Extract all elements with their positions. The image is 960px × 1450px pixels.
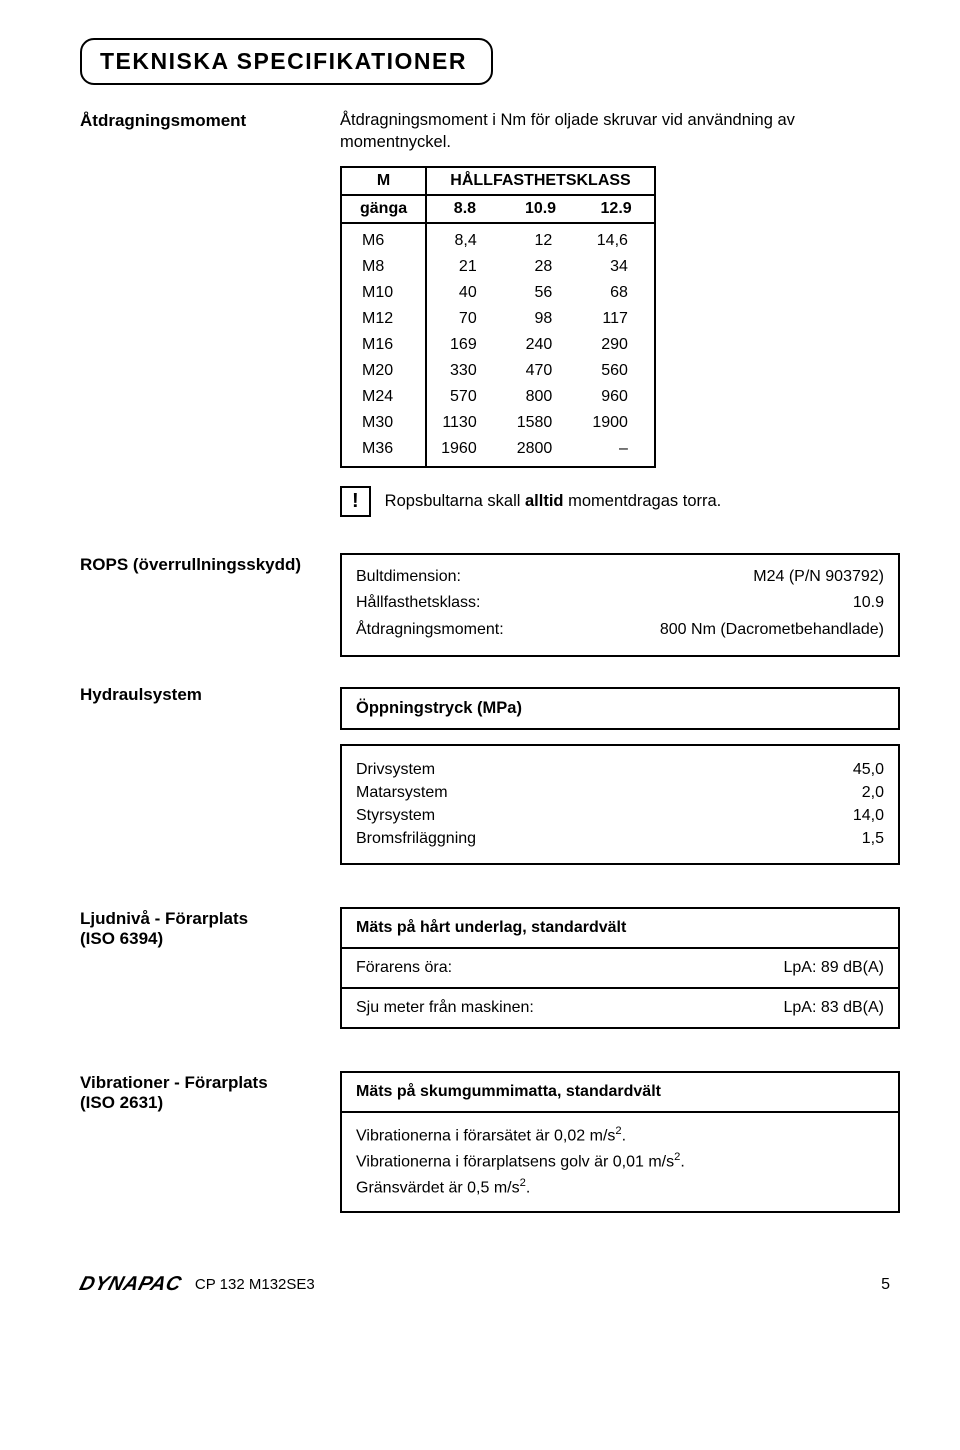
section-torque-heading: Åtdragningsmoment (80, 109, 340, 131)
table-row: M30113015801900 (341, 410, 655, 436)
table-row: M24570800960 (341, 384, 655, 410)
noise-box-head: Mäts på hårt underlag, standardvält (342, 909, 898, 949)
noise-box: Mäts på hårt underlag, standardvält Föra… (340, 907, 900, 1029)
th-klass: HÅLLFASTHETSKLASS (426, 167, 655, 195)
list-item: Bromsfriläggning1,5 (356, 830, 884, 848)
list-item: Matarsystem2,0 (356, 784, 884, 802)
exclamation-icon: ! (340, 486, 371, 517)
page-number: 5 (881, 1276, 890, 1294)
section-hydraul-heading: Hydraulsystem (80, 683, 340, 705)
torque-intro: Åtdragningsmoment i Nm för oljade skruva… (340, 109, 900, 154)
section-hydraul: Hydraulsystem Öppningstryck (MPa) Drivsy… (80, 683, 900, 865)
page-title: TEKNISKA SPECIFIKATIONER (100, 48, 467, 74)
pressure-head: Öppningstryck (MPa) (340, 687, 900, 730)
torque-table: M HÅLLFASTHETSKLASS gänga 8.8 10.9 12.9 … (340, 166, 656, 468)
table-row: M10405668 (341, 280, 655, 306)
section-rops-heading: ROPS (överrullningsskydd) (80, 553, 340, 575)
list-item: Förarens öra:LpA: 89 dB(A) (342, 949, 898, 987)
section-torque-body: Åtdragningsmoment i Nm för oljade skruva… (340, 109, 900, 539)
torque-tbody: M68,41214,6 M8212834 M10405668 M12709811… (341, 223, 655, 467)
vibration-body: Vibrationerna i förarsätet är 0,02 m/s2.… (342, 1113, 898, 1211)
table-row: M16169240290 (341, 332, 655, 358)
table-row: M3619602800– (341, 436, 655, 467)
table-row: M68,41214,6 (341, 223, 655, 254)
doc-code: CP 132 M132SE3 (195, 1276, 315, 1293)
th-m: M (341, 167, 426, 195)
warning-row: ! Ropsbultarna skall alltid momentdragas… (340, 486, 900, 517)
vibration-line: Gränsvärdet är 0,5 m/s2. (356, 1175, 884, 1201)
section-noise: Ljudnivå - Förarplats (ISO 6394) Mäts på… (80, 907, 900, 1029)
section-rops: ROPS (överrullningsskydd) Bultdimension:… (80, 553, 900, 657)
list-item: Styrsystem14,0 (356, 807, 884, 825)
table-row: M20330470560 (341, 358, 655, 384)
vibration-box-head: Mäts på skumgummimatta, standardvält (342, 1073, 898, 1113)
pressure-box: Drivsystem45,0 Matarsystem2,0 Styrsystem… (340, 744, 900, 865)
table-row: M127098117 (341, 306, 655, 332)
th-c3: 12.9 (578, 195, 655, 223)
vibration-box: Mäts på skumgummimatta, standardvält Vib… (340, 1071, 900, 1213)
page: TEKNISKA SPECIFIKATIONER Åtdragningsmome… (0, 0, 960, 1450)
table-row: M8212834 (341, 254, 655, 280)
vibration-line: Vibrationerna i förarsätet är 0,02 m/s2. (356, 1123, 884, 1149)
th-ganga: gänga (341, 195, 426, 223)
list-item: Sju meter från maskinen:LpA: 83 dB(A) (342, 987, 898, 1027)
brand-logo: DYNAPAC (77, 1273, 184, 1296)
section-torque: Åtdragningsmoment Åtdragningsmoment i Nm… (80, 109, 900, 539)
warning-text: Ropsbultarna skall alltid momentdragas t… (385, 492, 722, 511)
section-noise-heading: Ljudnivå - Förarplats (ISO 6394) (80, 907, 340, 949)
rops-box: Bultdimension:M24 (P/N 903792) Hållfasth… (340, 553, 900, 657)
section-vibration: Vibrationer - Förarplats (ISO 2631) Mäts… (80, 1071, 900, 1213)
th-c2: 10.9 (503, 195, 579, 223)
list-item: Drivsystem45,0 (356, 761, 884, 779)
page-title-box: TEKNISKA SPECIFIKATIONER (80, 38, 493, 85)
page-footer: DYNAPAC CP 132 M132SE3 5 (80, 1273, 900, 1296)
section-vibration-heading: Vibrationer - Förarplats (ISO 2631) (80, 1071, 340, 1113)
th-c1: 8.8 (426, 195, 503, 223)
vibration-line: Vibrationerna i förarplatsens golv är 0,… (356, 1149, 884, 1175)
